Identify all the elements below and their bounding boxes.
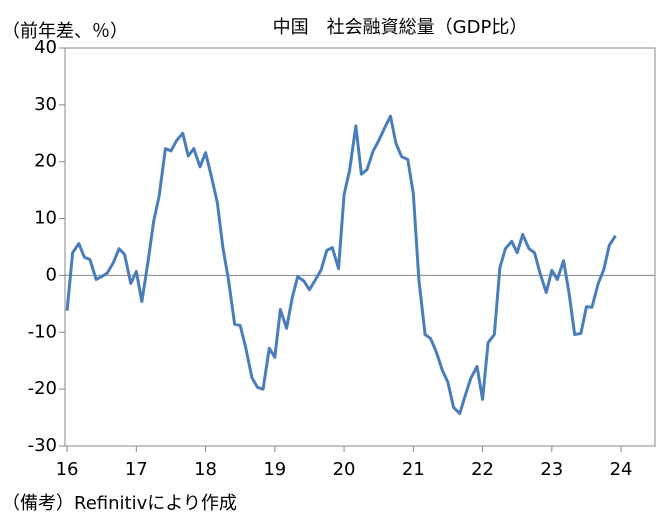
x-tick-label: 24 (610, 459, 633, 480)
chart-title: 中国 社会融資総量（GDP比） (273, 17, 528, 38)
x-tick-label: 23 (540, 459, 563, 480)
y-tick-label: 20 (34, 151, 57, 172)
plot-frame (64, 47, 656, 447)
x-tick-label: 20 (333, 459, 356, 480)
x-tick-label: 21 (402, 459, 425, 480)
y-tick-label: 40 (34, 37, 57, 58)
x-tick-label: 16 (56, 459, 79, 480)
y-tick-label: 30 (34, 94, 57, 115)
y-tick-label: -20 (28, 378, 57, 399)
x-tick-label: 18 (194, 459, 217, 480)
data-line (65, 114, 617, 416)
y-tick-label: 10 (34, 208, 57, 229)
x-tick-label: 22 (471, 459, 494, 480)
note: （備考）Refinitivにより作成 (2, 493, 237, 514)
y-tick-label: -30 (28, 435, 57, 456)
y-tick-label: -10 (28, 321, 57, 342)
x-tick-label: 17 (125, 459, 148, 480)
y-tick-label: 0 (46, 264, 57, 285)
y-axis-label: （前年差、％） (2, 21, 128, 42)
x-tick-label: 19 (263, 459, 286, 480)
